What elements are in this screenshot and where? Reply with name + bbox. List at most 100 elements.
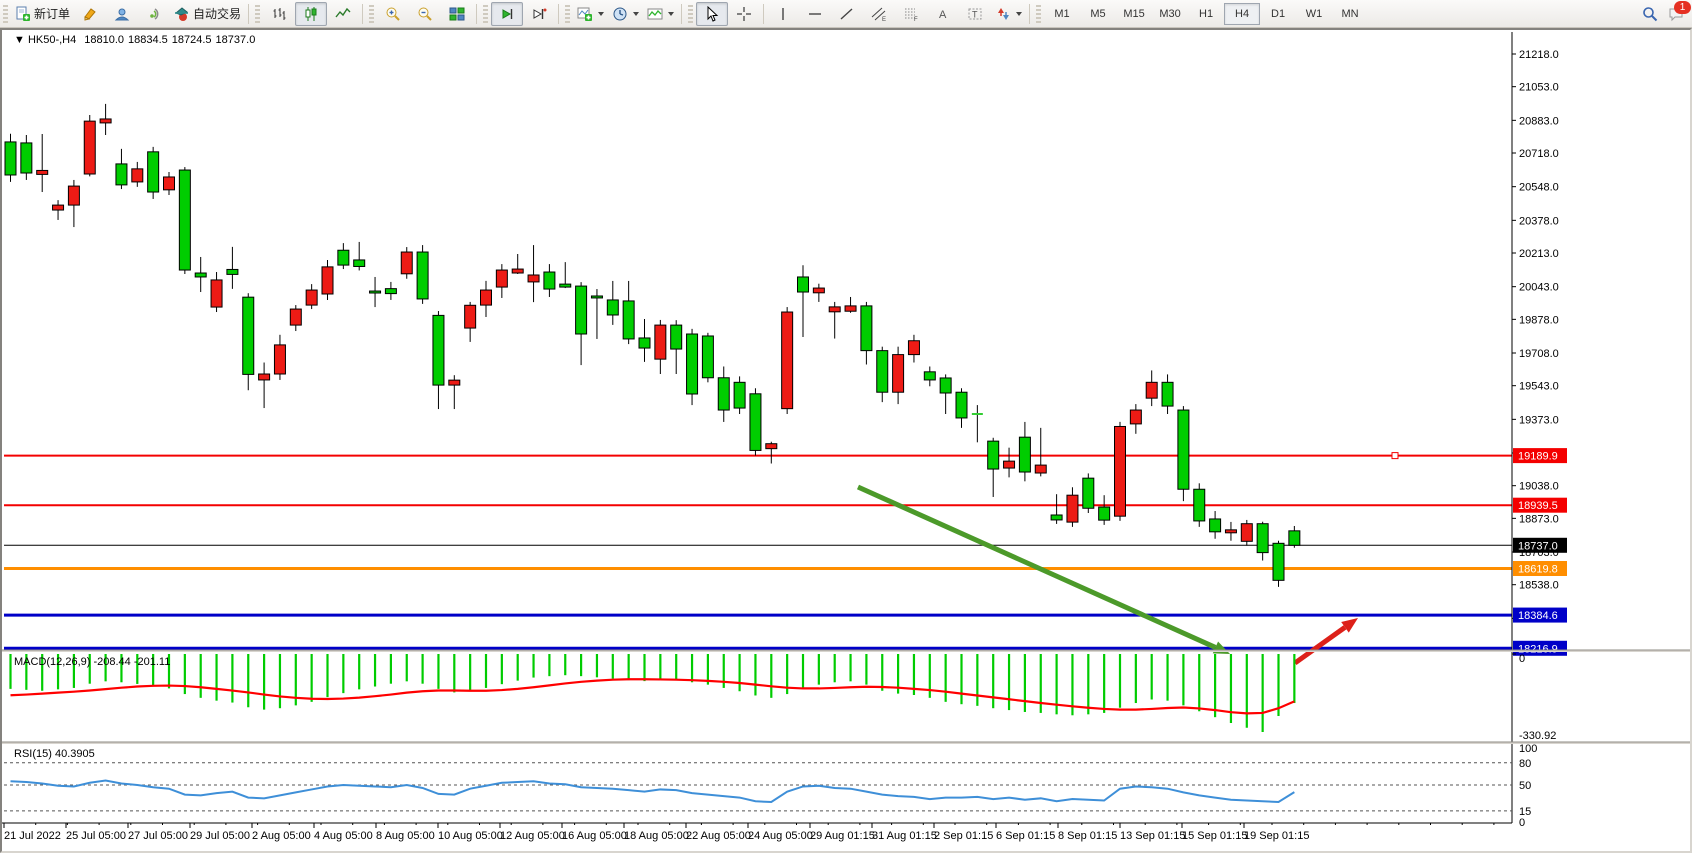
notifications-button[interactable]: 1: [1668, 0, 1691, 22]
candle-bearish: [1256, 523, 1269, 554]
templates-dropdown-caret[interactable]: [668, 11, 675, 16]
line-chart-icon: [335, 7, 351, 17]
notification-badge: 1: [1674, 0, 1691, 14]
candle-bullish: [1224, 529, 1237, 534]
candle-bullish: [83, 120, 96, 175]
timeframe-m30[interactable]: M30: [1159, 7, 1181, 20]
candle-bullish: [1066, 494, 1079, 523]
auto-scroll-button[interactable]: [491, 1, 524, 26]
time-tick-label: 4 Aug 05:00: [314, 830, 373, 842]
price-chart[interactable]: ▼ HK50-,H4 18810.0 18834.5 18724.5 18737.0 21…: [2, 30, 1690, 851]
indicators-dropdown-caret[interactable]: [598, 11, 605, 16]
time-tick-label: 8 Sep 01:15: [1058, 830, 1117, 842]
arrows-dropdown-caret[interactable]: [1016, 11, 1023, 16]
candle-bearish: [4, 141, 17, 176]
timeframe-m1[interactable]: M1: [1054, 7, 1070, 20]
timeframe-mn[interactable]: MN: [1341, 7, 1359, 20]
chart-background[interactable]: [2, 30, 1690, 851]
text-tool[interactable]: A: [927, 2, 959, 26]
candle-bearish: [701, 335, 714, 379]
fibonacci-tool[interactable]: F: [895, 2, 927, 26]
candle-bearish: [622, 300, 635, 340]
line-selection-marker[interactable]: [1391, 452, 1399, 460]
rsi-line: [10, 779, 1295, 804]
chart-window[interactable]: ▼ HK50-,H4 18810.0 18834.5 18724.5 18737.0 21…: [0, 28, 1692, 853]
highlighter-icon: [84, 7, 96, 21]
zoom-out-button[interactable]: [409, 2, 441, 26]
trend-arrow[interactable]: [856, 484, 1217, 650]
equidistant-channel-tool[interactable]: E: [863, 2, 895, 26]
search-icon[interactable]: [1642, 6, 1658, 22]
text-icon: A: [939, 9, 947, 21]
vertical-line-icon: [782, 7, 784, 20]
tile-windows-icon: [449, 7, 465, 20]
timeframe-d1[interactable]: D1: [1271, 7, 1286, 20]
crosshair-button[interactable]: [728, 2, 760, 26]
indicators-button[interactable]: [573, 2, 608, 26]
bar-chart-button[interactable]: [263, 2, 295, 26]
candle-bearish: [606, 299, 619, 316]
candle-bearish: [1209, 518, 1222, 533]
candle-bullish: [907, 340, 920, 356]
time-tick-label: 19 Sep 01:15: [1244, 830, 1309, 842]
candle-bullish: [1034, 464, 1047, 474]
timeframe-h4[interactable]: H4: [1224, 2, 1261, 25]
macd-label: MACD(12,26,9) -208.44 -201.11: [14, 656, 170, 668]
svg-text:A: A: [939, 9, 947, 21]
horizontal-line-icon: [809, 12, 822, 15]
tile-windows-button[interactable]: [441, 2, 473, 26]
candle-bearish: [670, 324, 683, 350]
time-tick-label: 10 Aug 05:00: [438, 830, 503, 842]
candle-bullish: [321, 266, 334, 295]
timeframe-h1[interactable]: H1: [1199, 7, 1214, 20]
timeframe-m5[interactable]: M5: [1090, 7, 1106, 20]
candle-bullish: [1129, 409, 1142, 425]
timeframe-m15[interactable]: M15: [1123, 7, 1145, 20]
time-tick-label: 21 Jul 2022: [4, 830, 61, 842]
time-tick-label: 13 Sep 01:15: [1120, 830, 1185, 842]
zoom-in-button[interactable]: [377, 2, 409, 26]
candle-bearish: [1082, 477, 1095, 509]
toolbar-grip[interactable]: [3, 4, 8, 23]
vertical-line-tool[interactable]: [767, 2, 799, 26]
time-tick-label: 12 Aug 05:00: [500, 830, 565, 842]
community-button[interactable]: [106, 2, 138, 26]
trend-arrow[interactable]: [1293, 625, 1347, 666]
pane-divider-rsi[interactable]: [2, 742, 1690, 744]
pane-divider-macd[interactable]: [2, 650, 1690, 652]
candle-bearish: [384, 288, 397, 295]
timeframe-w1[interactable]: W1: [1305, 7, 1323, 20]
time-tick-label: 2 Sep 01:15: [934, 830, 993, 842]
candle-bullish: [1145, 381, 1158, 399]
candle-bullish: [480, 289, 492, 306]
periods-button[interactable]: [608, 2, 643, 26]
price-tick-label: 18873.0: [1519, 513, 1559, 525]
highlight-button[interactable]: [74, 2, 106, 26]
signals-button[interactable]: [138, 2, 170, 26]
candle-bullish: [67, 185, 80, 206]
time-tick-label: 18 Aug 05:00: [624, 830, 689, 842]
trendline-tool[interactable]: [831, 2, 863, 26]
price-badge-label: 18619.8: [1518, 563, 1558, 575]
candle-bearish: [369, 290, 382, 294]
candle-bullish: [781, 311, 794, 410]
autotrading-button[interactable]: 自动交易: [170, 2, 245, 26]
templates-button[interactable]: [643, 2, 678, 26]
horizontal-line-tool[interactable]: [799, 2, 831, 26]
time-tick-label: 8 Aug 05:00: [376, 830, 435, 842]
price-tick-label: 20378.0: [1519, 215, 1559, 227]
candle-bearish: [1272, 542, 1285, 581]
candlestick-chart-button[interactable]: [295, 1, 328, 26]
new-order-button[interactable]: 新订单: [11, 2, 74, 26]
periods-dropdown-caret[interactable]: [633, 11, 640, 16]
cursor-button[interactable]: [696, 1, 729, 26]
candle-bearish: [1161, 381, 1174, 407]
arrows-tool[interactable]: [991, 2, 1026, 26]
price-tick-label: 20043.0: [1519, 282, 1559, 294]
rsi-level-label: 0: [1519, 817, 1525, 829]
line-chart-button[interactable]: [327, 2, 359, 26]
chart-shift-button[interactable]: [523, 2, 555, 26]
price-badge: [1513, 560, 1567, 576]
signals-icon: [150, 7, 159, 20]
text-label-tool[interactable]: T: [959, 2, 991, 26]
